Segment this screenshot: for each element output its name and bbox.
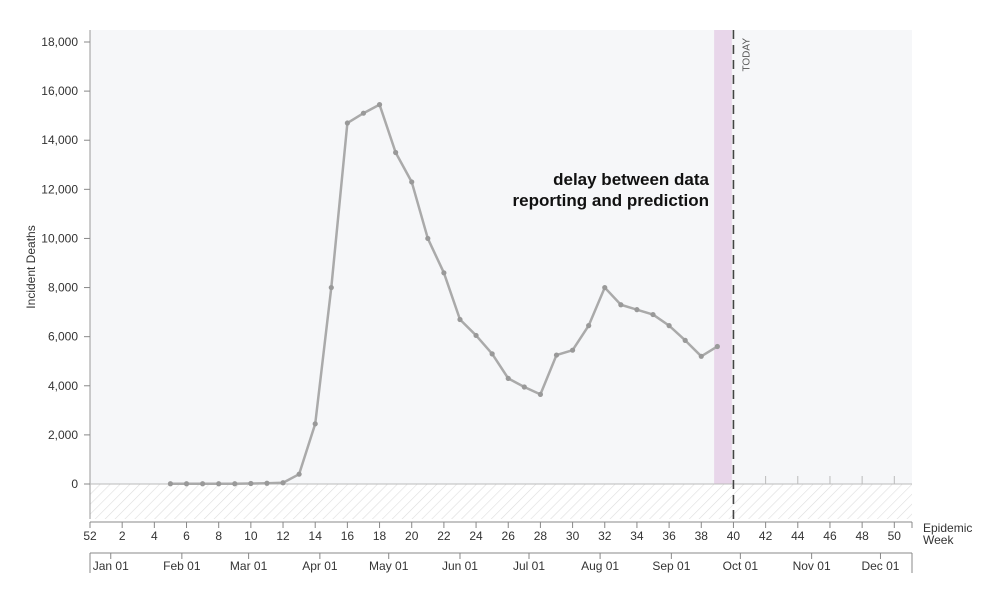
data-point <box>537 391 544 397</box>
y-axis: 0 2,000 4,000 6,000 8,000 10,000 12,000 14,000 1… <box>41 30 91 519</box>
week-axis: 52 2 4 6 8 10 12 14 16 18 20 22 24 26 28 30 32 34 36 38 40 42… <box>83 476 913 543</box>
data-point <box>264 480 270 486</box>
delay-annotation-line2: reporting and prediction <box>513 191 709 210</box>
y-tick-label: 8,000 <box>48 281 78 295</box>
week-tick-label: 22 <box>437 529 451 543</box>
week-tick-label: 14 <box>309 529 323 543</box>
data-point <box>312 421 318 427</box>
week-tick-label: 16 <box>341 529 355 543</box>
data-point <box>714 343 720 350</box>
week-tick-label: 26 <box>502 529 516 543</box>
week-tick-label: 20 <box>405 529 419 543</box>
data-point <box>216 481 222 487</box>
data-point <box>553 352 560 358</box>
data-point <box>376 102 383 108</box>
week-tick-label: 42 <box>759 529 773 543</box>
month-tick-label: Mar 01 <box>230 559 268 573</box>
x-axis-title-line2: Week <box>923 533 954 547</box>
data-point <box>393 149 399 156</box>
data-point <box>425 235 431 242</box>
data-point <box>586 323 592 329</box>
week-tick-label: 2 <box>119 529 126 543</box>
y-tick-label: 14,000 <box>41 133 78 147</box>
data-point <box>280 480 286 486</box>
month-tick-label: Aug 01 <box>581 559 619 573</box>
data-point <box>521 384 527 390</box>
negative-hatch-area <box>90 484 912 519</box>
week-tick-label: 38 <box>695 529 709 543</box>
month-tick-label: Apr 01 <box>302 559 338 573</box>
data-point <box>698 353 704 359</box>
month-tick-label: Jan 01 <box>93 559 129 573</box>
y-tick-label: 0 <box>71 477 78 491</box>
y-tick-label: 18,000 <box>41 35 78 49</box>
week-tick-label: 50 <box>888 529 902 543</box>
data-point <box>248 480 254 487</box>
x-axis-title-line1: Epidemic <box>923 521 972 535</box>
data-point <box>618 302 624 308</box>
delay-band <box>714 30 732 484</box>
week-tick-label: 12 <box>276 529 290 543</box>
data-point <box>409 179 415 185</box>
data-point <box>666 323 672 329</box>
week-tick-label: 18 <box>373 529 387 543</box>
delay-annotation-line1: delay between data <box>553 170 709 189</box>
month-tick-label: Jul 01 <box>513 559 545 573</box>
week-tick-label: 48 <box>855 529 869 543</box>
today-label: TODAY <box>741 38 752 72</box>
data-point <box>457 316 463 323</box>
data-point <box>328 284 334 291</box>
month-tick-label: Dec 01 <box>861 559 899 573</box>
y-axis-title: Incident Deaths <box>24 225 38 308</box>
week-tick-label: 32 <box>598 529 612 543</box>
month-axis: Jan 01 Feb 01 Mar 01 Apr 01 May 01 Jun 01 Jul … <box>89 552 913 573</box>
week-tick-label: 24 <box>469 529 483 543</box>
month-tick-label: Nov 01 <box>793 559 831 573</box>
month-tick-label: Sep 01 <box>652 559 690 573</box>
data-point <box>232 481 238 487</box>
data-point <box>602 284 608 291</box>
data-point <box>650 311 656 318</box>
data-point <box>473 332 479 339</box>
data-point <box>167 481 174 487</box>
week-tick-label: 34 <box>630 529 644 543</box>
y-tick-label: 10,000 <box>41 231 78 245</box>
month-tick-label: Jun 01 <box>442 559 478 573</box>
week-tick-label: 46 <box>823 529 837 543</box>
data-point <box>489 351 495 357</box>
y-tick-label: 16,000 <box>41 84 78 98</box>
y-tick-label: 12,000 <box>41 182 78 196</box>
data-point <box>360 110 367 116</box>
month-tick-label: Feb 01 <box>163 559 201 573</box>
series-group <box>167 102 720 487</box>
y-tick-label: 4,000 <box>48 379 78 393</box>
week-tick-label: 6 <box>183 529 190 543</box>
week-tick-label: 8 <box>215 529 222 543</box>
y-tick-label: 2,000 <box>48 428 78 442</box>
data-point <box>682 337 688 343</box>
week-tick-label: 36 <box>662 529 676 543</box>
week-tick-label: 4 <box>151 529 158 543</box>
week-tick-label: 28 <box>534 529 548 543</box>
week-tick-label: 10 <box>244 529 258 543</box>
week-tick-label: 30 <box>566 529 580 543</box>
data-point <box>441 270 447 276</box>
y-tick-label: 6,000 <box>48 330 78 344</box>
data-point <box>183 481 190 487</box>
data-point <box>200 481 206 487</box>
data-point <box>344 120 350 126</box>
month-tick-label: Oct 01 <box>723 559 759 573</box>
data-point <box>634 307 640 313</box>
month-tick-label: May 01 <box>369 559 409 573</box>
week-tick-label: 52 <box>83 529 97 543</box>
data-point <box>505 375 511 382</box>
data-point <box>296 471 302 477</box>
week-tick-label: 40 <box>727 529 741 543</box>
data-point <box>569 347 576 353</box>
plot-area <box>90 30 912 484</box>
week-tick-label: 44 <box>791 529 805 543</box>
